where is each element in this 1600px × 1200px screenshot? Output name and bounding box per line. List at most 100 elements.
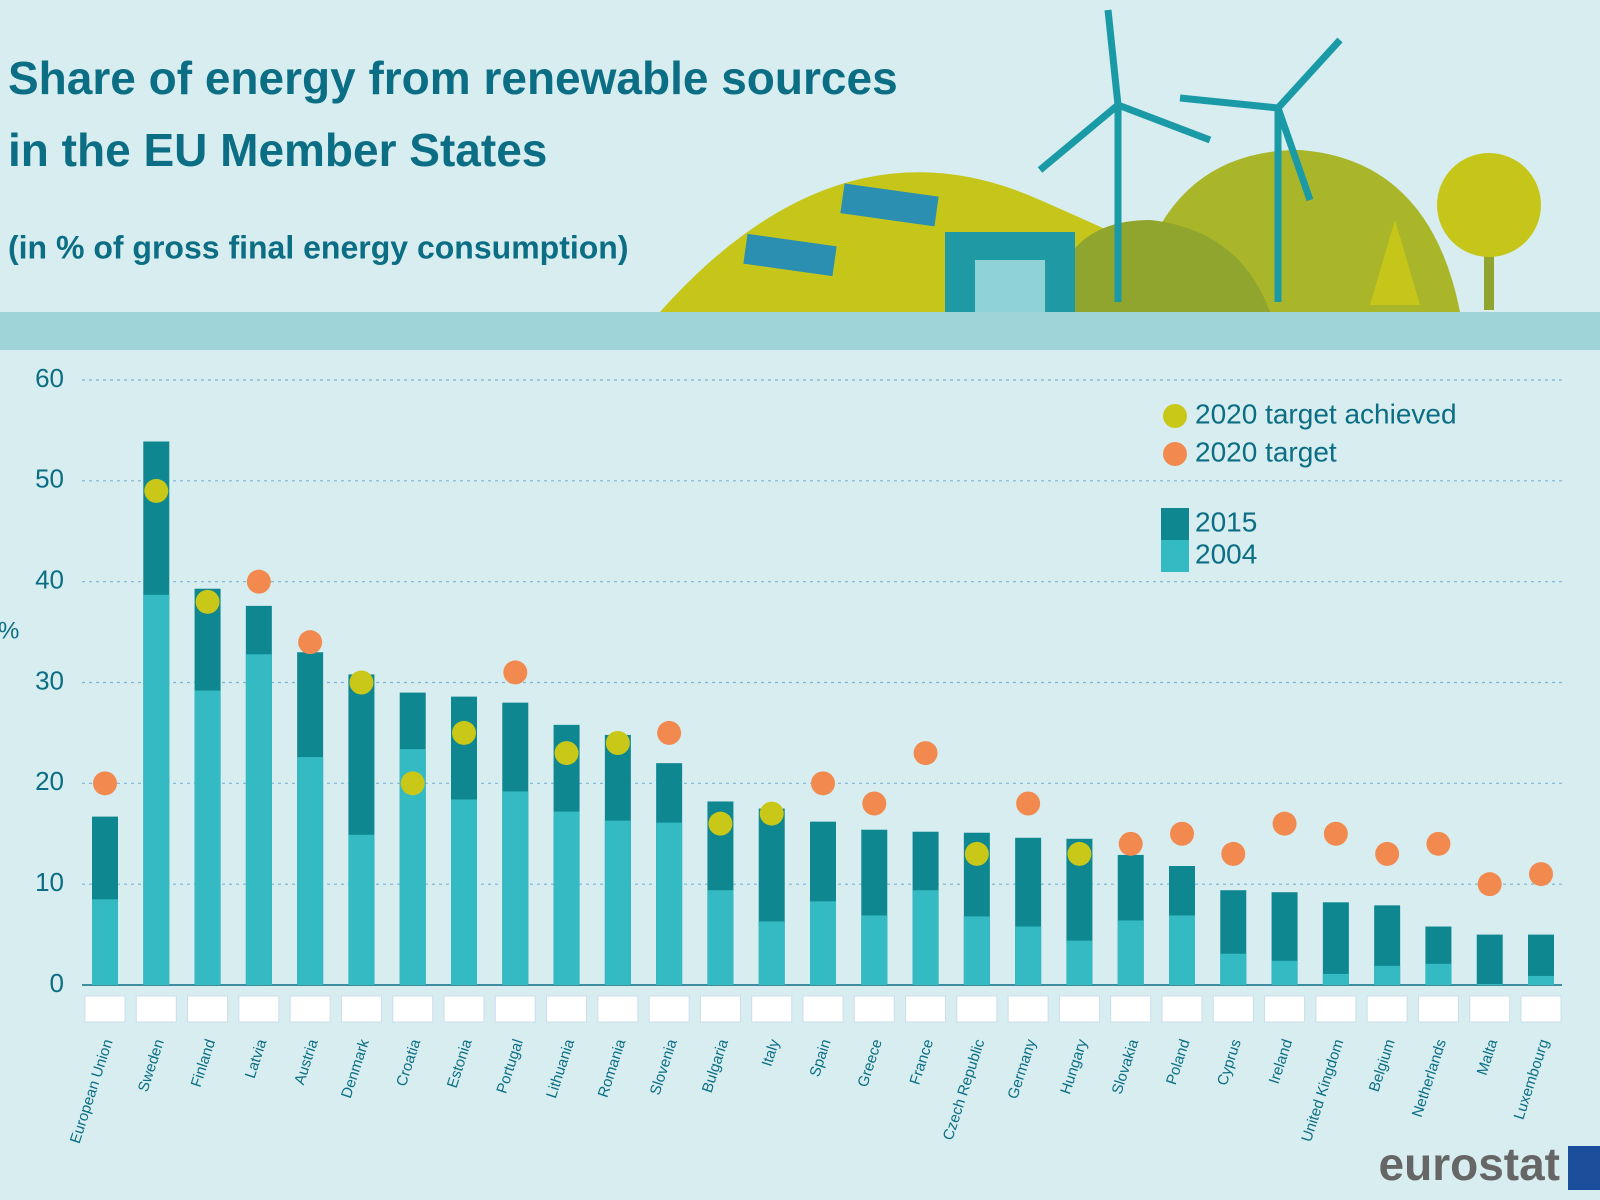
bar: [1015, 926, 1042, 985]
flag-placeholder: [699, 995, 741, 1023]
target-marker: [913, 741, 938, 766]
legend-label: 2020 target achieved: [1195, 398, 1457, 429]
bar: [297, 757, 324, 985]
legend-label: 2004: [1195, 538, 1257, 569]
y-tick-label: 10: [35, 867, 64, 897]
bar: [1425, 963, 1452, 985]
target-marker: [759, 801, 784, 826]
bar: [143, 594, 170, 985]
legend-label: 2015: [1195, 506, 1257, 537]
bar: [502, 791, 529, 985]
bar: [963, 916, 990, 985]
target-marker: [1067, 841, 1092, 866]
bar: [245, 654, 272, 985]
target-marker: [605, 731, 630, 755]
flag-placeholder: [443, 995, 485, 1023]
bar: [810, 901, 836, 985]
chart-subtitle: (in % of gross final energy consumption): [8, 229, 628, 265]
flag-placeholder: [392, 995, 434, 1023]
flag-placeholder: [289, 995, 331, 1023]
flag-placeholder: [1366, 995, 1408, 1023]
flag-placeholder: [1417, 995, 1459, 1023]
flag-placeholder: [597, 995, 639, 1023]
target-marker: [554, 741, 579, 766]
target-marker: [1426, 831, 1451, 856]
bar: [604, 820, 631, 985]
chart-title: Share of energy from renewable sources in…: [8, 52, 898, 176]
target-marker: [1221, 841, 1246, 866]
flag-placeholder: [238, 995, 280, 1023]
flag-placeholder: [187, 995, 229, 1023]
bar: [656, 822, 683, 985]
target-marker: [1375, 841, 1400, 866]
target-marker: [298, 630, 323, 655]
flag-placeholder: [802, 995, 844, 1023]
flag-placeholder: [853, 995, 895, 1023]
bar: [1322, 973, 1349, 985]
target-marker: [1272, 811, 1297, 836]
target-marker: [1016, 791, 1041, 816]
bar: [92, 899, 118, 985]
bar: [758, 921, 785, 985]
flag-placeholder: [494, 995, 536, 1023]
flag-placeholder: [751, 995, 793, 1023]
target-marker: [811, 771, 835, 796]
target-marker: [862, 791, 887, 816]
legend-label: 2020 target: [1195, 436, 1337, 467]
bar: [1220, 953, 1247, 985]
legend-swatch: [1161, 540, 1189, 572]
flag-placeholder: [1110, 995, 1152, 1023]
flag-placeholder: [1058, 995, 1100, 1023]
flag-placeholder: [956, 995, 998, 1023]
bar: [451, 799, 477, 985]
bar: [1117, 920, 1144, 985]
bar: [1271, 960, 1298, 985]
flag-placeholder: [905, 995, 947, 1023]
y-axis-label: %: [0, 617, 19, 644]
bar: [553, 811, 580, 985]
legend-swatch: [1161, 508, 1189, 540]
flag-placeholder: [648, 995, 690, 1023]
flag-placeholder: [546, 995, 588, 1023]
bar: [1476, 934, 1503, 985]
bar: [912, 890, 939, 985]
flag-placeholder: [1469, 995, 1511, 1023]
target-marker: [349, 670, 374, 695]
target-marker: [1477, 872, 1502, 897]
y-tick-label: 30: [35, 665, 64, 695]
bar: [1322, 902, 1349, 985]
y-tick-label: 20: [35, 766, 64, 796]
flag-placeholder: [1212, 995, 1254, 1023]
target-marker: [195, 589, 220, 614]
target-marker: [93, 771, 117, 796]
bar: [348, 834, 375, 985]
bar: [1066, 940, 1093, 985]
flag-placeholder: [1315, 995, 1357, 1023]
logo-flag: [1568, 1146, 1600, 1190]
target-marker: [1170, 821, 1194, 846]
target-marker: [1118, 831, 1143, 856]
target-marker: [1529, 862, 1553, 887]
target-marker: [452, 720, 476, 745]
bar: [861, 915, 888, 985]
bar: [1374, 965, 1401, 985]
illustration: [0, 9, 1600, 350]
target-marker: [964, 841, 989, 866]
y-tick-label: 40: [35, 565, 64, 595]
flag-placeholder: [340, 995, 382, 1023]
flag-placeholder: [135, 995, 177, 1023]
source-logo: eurostat: [1379, 1138, 1560, 1190]
bar: [1528, 975, 1554, 985]
bar: [1169, 915, 1195, 985]
target-marker: [503, 660, 528, 685]
bar: [707, 890, 734, 985]
target-marker: [246, 569, 271, 594]
bar: [194, 690, 221, 985]
target-marker: [708, 811, 733, 836]
legend-marker: [1163, 404, 1187, 428]
flag-placeholder: [1161, 995, 1203, 1023]
target-marker: [400, 771, 425, 796]
flag-placeholder: [1007, 995, 1049, 1023]
y-tick-label: 50: [35, 464, 64, 494]
